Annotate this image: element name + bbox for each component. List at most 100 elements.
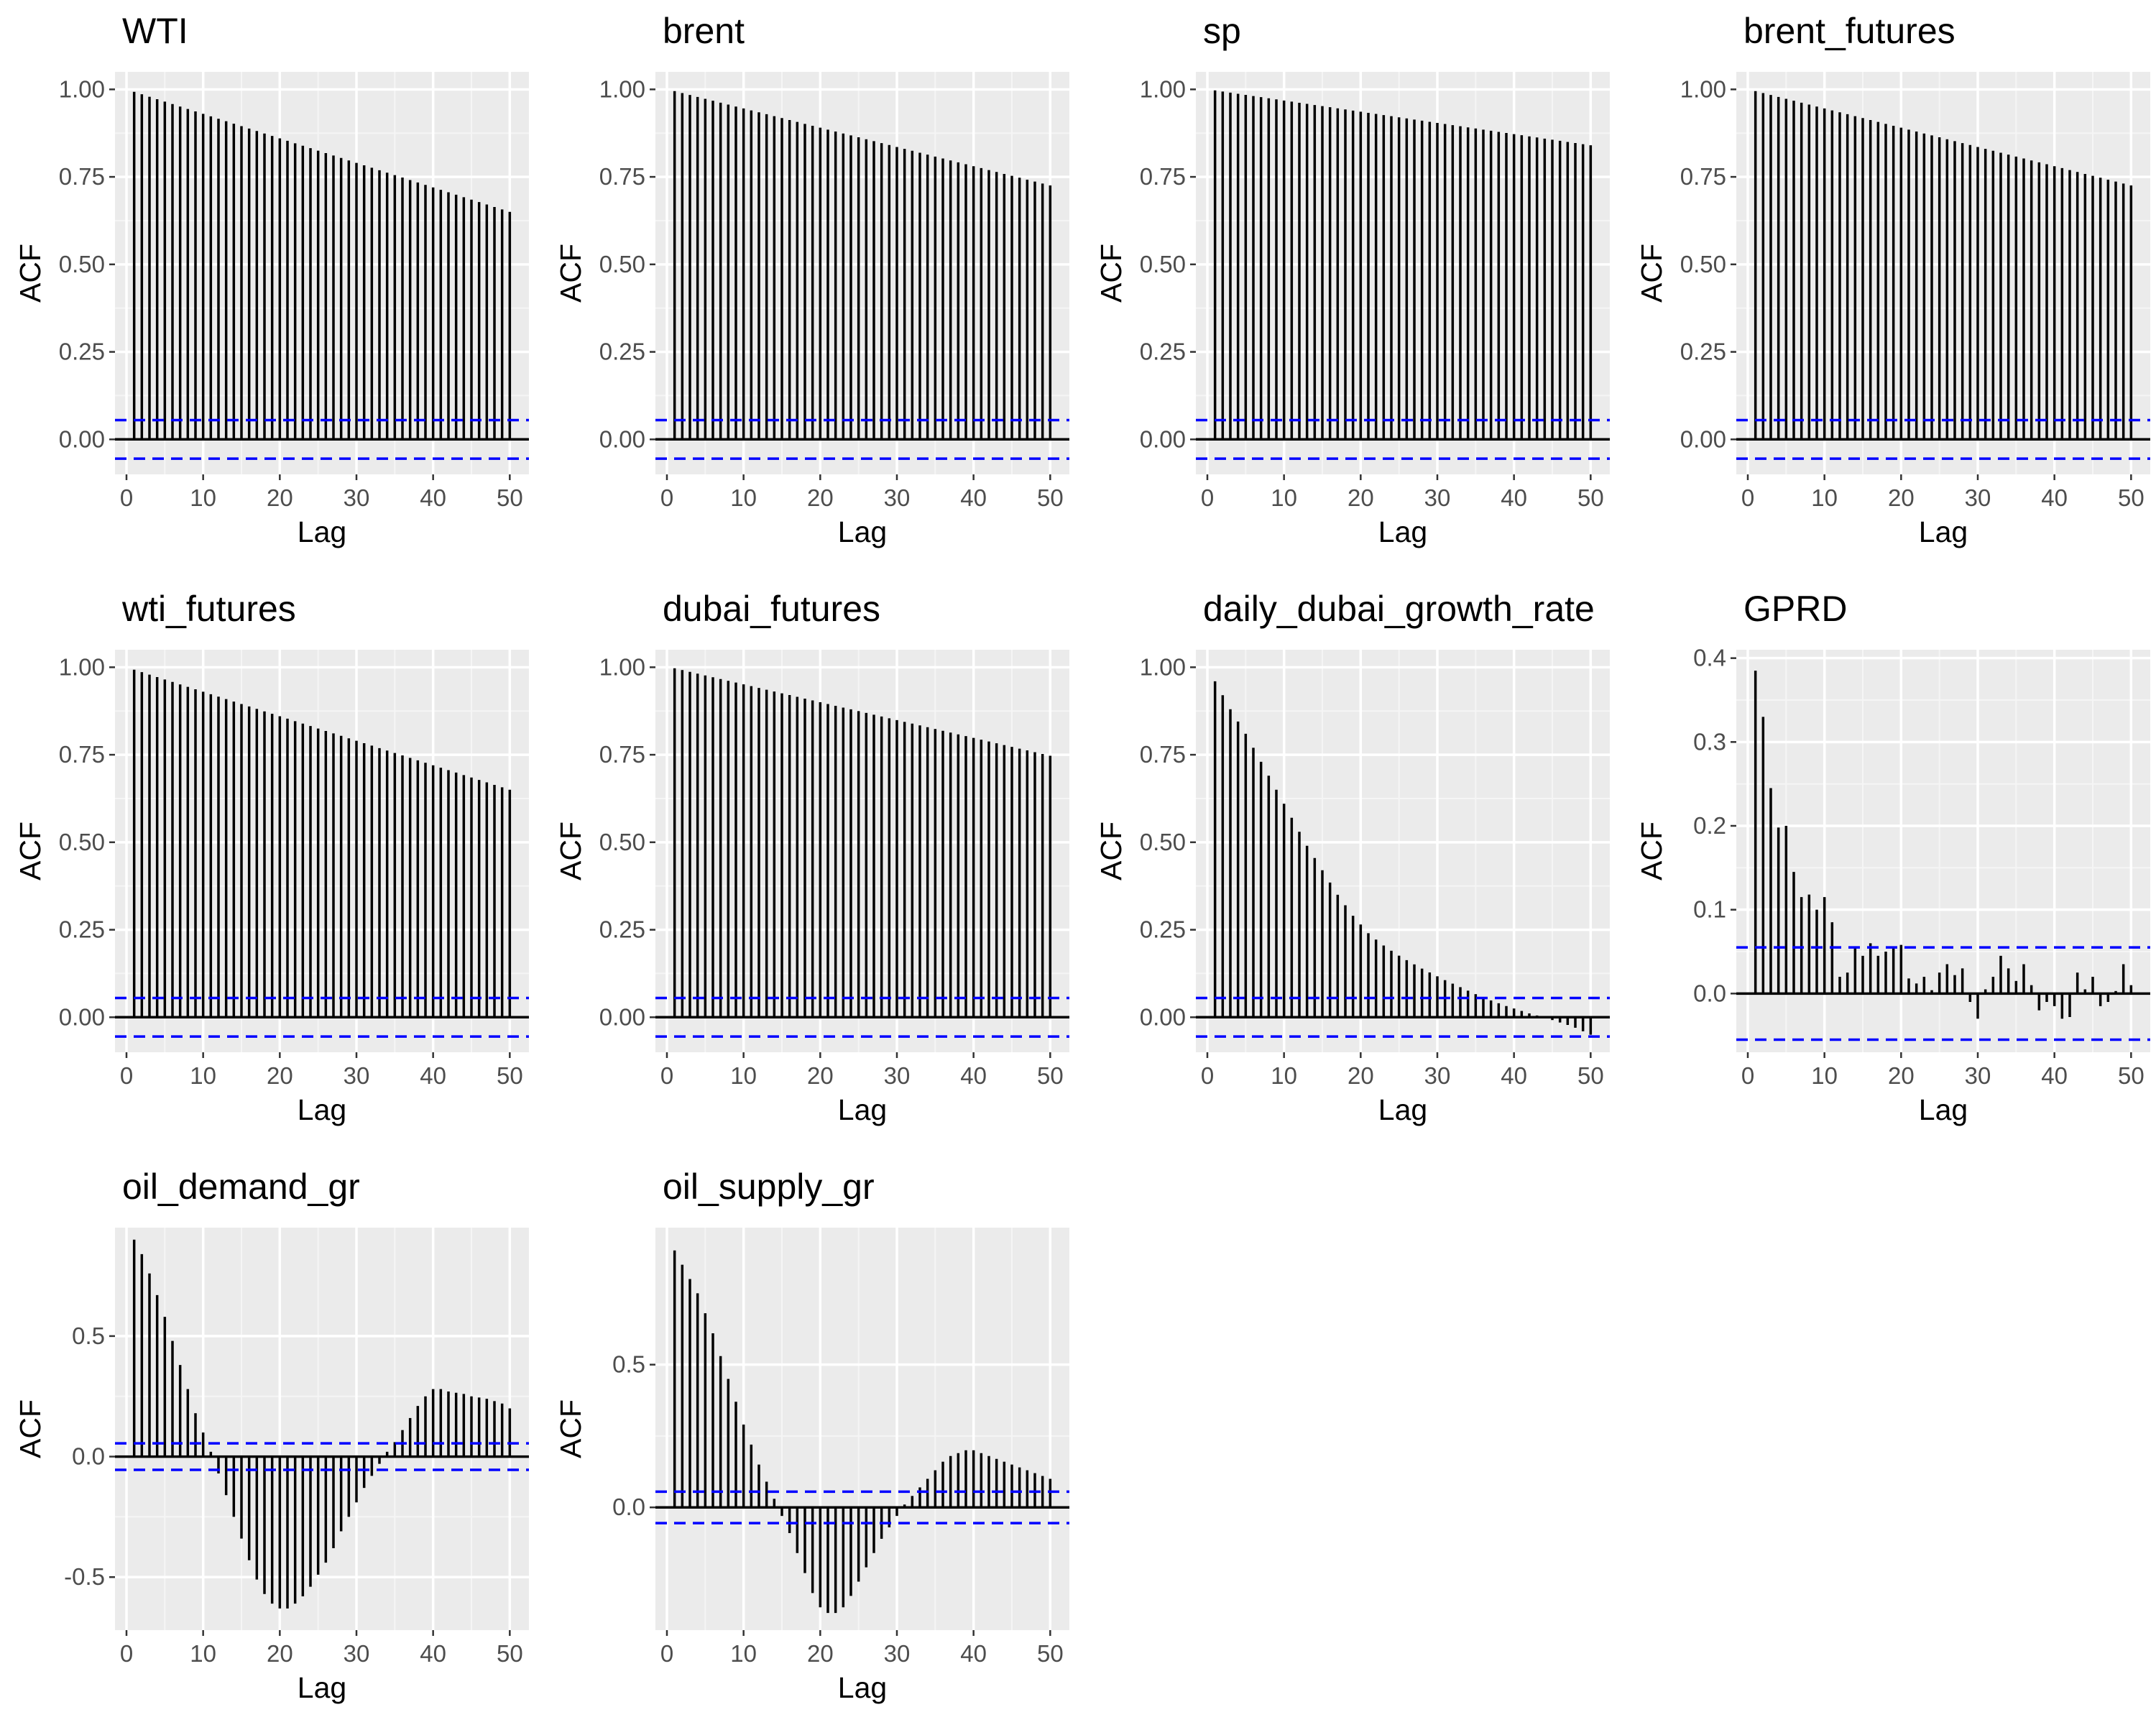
x-tick-label: 0 (1741, 484, 1754, 511)
x-tick-label: 20 (807, 484, 834, 511)
y-axis-title: ACF (554, 1399, 587, 1458)
x-tick-label: 40 (960, 1062, 987, 1089)
x-tick-label: 30 (344, 1640, 370, 1667)
x-tick-label: 10 (190, 484, 216, 511)
acf-panel: 0 10 20 30 40 50 0.00 0.25 0.50 0.75 1.00 WTI Lag ACF (14, 11, 529, 548)
chart-title: oil_demand_gr (122, 1167, 360, 1207)
chart-title: brent_futures (1743, 11, 1955, 51)
y-axis-title: ACF (1635, 244, 1668, 303)
x-tick-label: 30 (1424, 1062, 1451, 1089)
plot-panel-background (1196, 650, 1610, 1052)
y-tick-label: 0.50 (599, 829, 645, 855)
y-tick-label: 0.75 (59, 741, 105, 768)
chart-title: brent (663, 11, 745, 51)
x-tick-label: 10 (1811, 1062, 1838, 1089)
y-tick-label: 0.00 (1140, 1003, 1186, 1030)
acf-panel: 0 10 20 30 40 50 0.00 0.25 0.50 0.75 1.00 sp Lag ACF (1095, 11, 1610, 548)
y-tick-label: 0.75 (1140, 741, 1186, 768)
y-tick-label: 0.2 (1693, 812, 1726, 839)
y-tick-label: 0.25 (599, 339, 645, 365)
x-tick-label: 20 (1348, 484, 1374, 511)
x-tick-label: 50 (1037, 1062, 1064, 1089)
y-tick-label: 0.0 (72, 1443, 105, 1470)
y-tick-label: 0.0 (612, 1494, 645, 1520)
chart-title: WTI (122, 11, 188, 51)
y-tick-label: 0.5 (612, 1351, 645, 1378)
plot-panel-background (115, 72, 529, 474)
plot-panel-background (655, 1228, 1069, 1630)
y-tick-label: 0.25 (1140, 339, 1186, 365)
y-tick-label: 1.00 (1140, 653, 1186, 680)
y-tick-label: 0.00 (599, 426, 645, 452)
x-tick-label: 10 (1271, 1062, 1297, 1089)
x-tick-label: 30 (344, 1062, 370, 1089)
y-tick-label: 0.75 (599, 741, 645, 768)
y-axis-title: ACF (14, 1399, 47, 1458)
acf-panel: 0 10 20 30 40 50 -0.5 0.0 0.5 oil_demand_gr Lag ACF (14, 1167, 529, 1704)
acf-panel: 0 10 20 30 40 50 0.00 0.25 0.50 0.75 1.00 brent Lag A… (554, 11, 1069, 548)
y-tick-label: 1.00 (1140, 75, 1186, 102)
y-tick-label: 0.25 (59, 916, 105, 943)
y-tick-label: 0.50 (1680, 251, 1726, 277)
x-axis-title: Lag (838, 1093, 887, 1126)
x-tick-label: 30 (344, 484, 370, 511)
plot-panel-background (655, 72, 1069, 474)
y-tick-label: 0.75 (1680, 163, 1726, 190)
y-axis-title: ACF (554, 244, 587, 303)
y-tick-label: 0.4 (1693, 645, 1726, 671)
y-axis-title: ACF (554, 822, 587, 880)
y-tick-label: 0.25 (59, 339, 105, 365)
x-axis-title: Lag (1919, 515, 1968, 548)
x-tick-label: 30 (1965, 484, 1991, 511)
x-tick-label: 50 (1037, 484, 1064, 511)
x-tick-label: 20 (807, 1062, 834, 1089)
x-tick-label: 20 (267, 484, 293, 511)
x-axis-title: Lag (298, 1671, 346, 1704)
plot-panel-background (1736, 72, 2150, 474)
x-axis-title: Lag (1919, 1093, 1968, 1126)
x-axis-title: Lag (838, 515, 887, 548)
x-tick-label: 40 (420, 1640, 446, 1667)
acf-panel: 0 10 20 30 40 50 0.00 0.25 0.50 0.75 1.00 wti_futur… (14, 589, 529, 1126)
x-tick-label: 40 (960, 484, 987, 511)
x-tick-label: 0 (660, 1640, 673, 1667)
x-tick-label: 50 (497, 484, 523, 511)
x-tick-label: 40 (420, 1062, 446, 1089)
chart-title: daily_dubai_growth_rate (1203, 589, 1595, 629)
x-tick-label: 10 (1811, 484, 1838, 511)
chart-title: wti_futures (121, 589, 296, 629)
x-tick-label: 0 (120, 1062, 133, 1089)
y-tick-label: -0.5 (64, 1563, 105, 1590)
y-tick-label: 0.75 (599, 163, 645, 190)
x-tick-label: 0 (120, 484, 133, 511)
y-tick-label: 0.00 (59, 1003, 105, 1030)
y-tick-label: 0.50 (599, 251, 645, 277)
chart-title: sp (1203, 11, 1241, 51)
y-tick-label: 0.25 (1680, 339, 1726, 365)
x-tick-label: 50 (497, 1062, 523, 1089)
x-tick-label: 10 (730, 484, 757, 511)
x-tick-label: 10 (190, 1062, 216, 1089)
acf-panel: 0 10 20 30 40 50 0.00 0.25 0.50 0.75 1.00 daily_dub… (1095, 589, 1610, 1126)
x-tick-label: 50 (1577, 484, 1604, 511)
acf-panel: 0 10 20 30 40 50 0.0 0.5 oil_supply_gr Lag ACF (554, 1167, 1069, 1704)
y-tick-label: 0.75 (1140, 163, 1186, 190)
x-tick-label: 10 (190, 1640, 216, 1667)
chart-title: oil_supply_gr (663, 1167, 875, 1207)
x-tick-label: 0 (1201, 484, 1214, 511)
x-tick-label: 50 (1037, 1640, 1064, 1667)
plot-panel-background (1736, 650, 2150, 1052)
x-tick-label: 40 (2041, 1062, 2068, 1089)
x-axis-title: Lag (298, 515, 346, 548)
y-tick-label: 0.0 (1693, 980, 1726, 1006)
y-tick-label: 0.50 (59, 251, 105, 277)
y-tick-label: 0.25 (599, 916, 645, 943)
acf-panel: 0 10 20 30 40 50 0.00 0.25 0.50 0.75 1.00 dubai_fut… (554, 589, 1069, 1126)
x-tick-label: 0 (120, 1640, 133, 1667)
x-tick-label: 0 (1201, 1062, 1214, 1089)
x-tick-label: 40 (1501, 1062, 1527, 1089)
x-tick-label: 10 (730, 1062, 757, 1089)
y-tick-label: 1.00 (59, 653, 105, 680)
x-tick-label: 0 (660, 1062, 673, 1089)
y-axis-title: ACF (14, 244, 47, 303)
